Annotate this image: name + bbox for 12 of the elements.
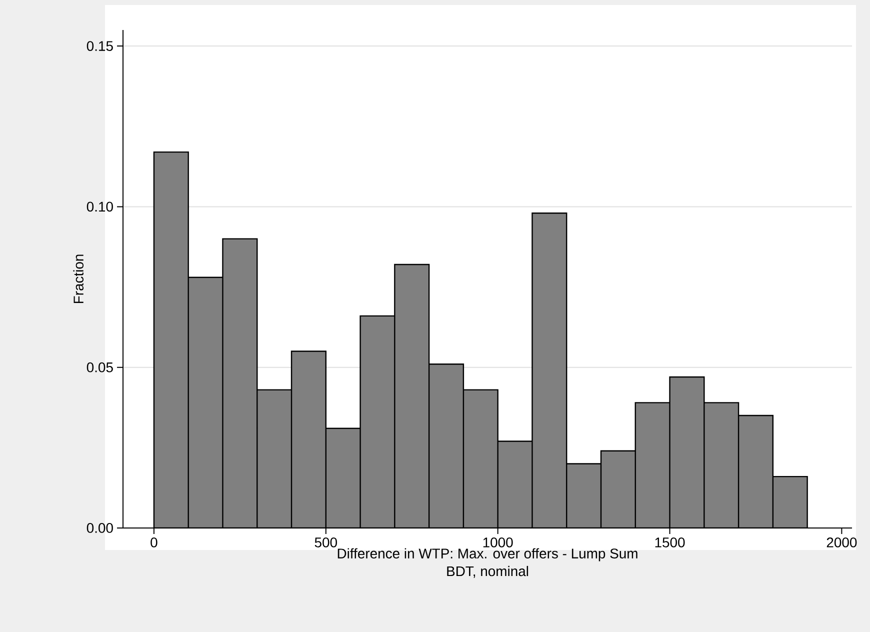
x-tick-label: 0 — [150, 537, 158, 548]
y-tick-label: 0.05 — [86, 362, 113, 372]
y-tick-label: 0.00 — [86, 523, 113, 533]
y-tick-label: 0.10 — [86, 202, 113, 212]
x-tick-label: 1500 — [655, 537, 685, 548]
y-tick-label: 0.15 — [86, 41, 113, 51]
x-tick-label: 2000 — [826, 537, 857, 548]
x-tick-label: 1000 — [483, 537, 513, 548]
x-tick-label: 500 — [314, 537, 337, 548]
text: BDT, nominal — [447, 566, 528, 578]
y-axis-title: Fraction — [73, 254, 84, 304]
x-axis-title: Difference in WTP: Max. over offers - Lump Sum — [338, 548, 638, 562]
